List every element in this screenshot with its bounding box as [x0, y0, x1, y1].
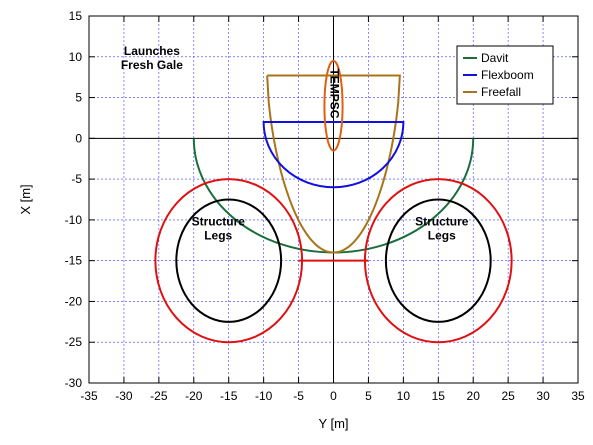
y-tick-label: -25	[65, 335, 83, 349]
data-curves	[154, 59, 513, 344]
y-tick-label: 0	[75, 131, 82, 145]
leg-inner-left	[175, 198, 283, 323]
x-tick-label: -5	[293, 389, 304, 403]
legend-label-davit: Davit	[481, 51, 509, 65]
tick-labels: -35 -30 -25 -20 -15 -10 -5 0 5 10 15 20 25 30 35-30-25…	[65, 9, 585, 403]
annotation-2-line-1: Legs	[428, 229, 456, 243]
x-tick-label: 10	[397, 389, 411, 403]
freefall-curve	[266, 74, 401, 254]
x-tick-label: -15	[220, 389, 238, 403]
legend-label-flexboom: Flexboom	[481, 68, 534, 82]
annotation-tempsc: TEMPSC	[327, 68, 341, 118]
annotation-1-line-0: Structure	[192, 215, 246, 229]
y-tick-label: 10	[69, 50, 83, 64]
x-tick-label: 25	[501, 389, 515, 403]
x-tick-label: 0	[330, 389, 337, 403]
y-tick-label: -10	[65, 213, 83, 227]
x-tick-label: -30	[115, 389, 133, 403]
tempsc-outline	[323, 59, 344, 152]
y-tick-label: 15	[69, 9, 83, 23]
legend: Davit Flexboom Freefall	[456, 45, 554, 105]
y-tick-label: 5	[75, 91, 82, 105]
x-tick-label: -35	[80, 389, 98, 403]
zero-axes	[89, 16, 578, 383]
annotation-0-line-1: Fresh Gale	[121, 58, 183, 72]
x-tick-label: 15	[432, 389, 446, 403]
x-tick-label: 20	[467, 389, 481, 403]
annotation-2-line-0: Structure	[415, 215, 469, 229]
x-tick-label: -10	[255, 389, 273, 403]
y-tick-label: -20	[65, 294, 83, 308]
x-tick-label: 35	[571, 389, 585, 403]
x-tick-label: 5	[365, 389, 372, 403]
x-tick-label: -20	[185, 389, 203, 403]
leg-inner-right	[384, 198, 492, 323]
annotation-0-line-0: Launches	[124, 44, 180, 58]
y-axis-label: X [m]	[18, 184, 33, 214]
x-tick-label: -25	[150, 389, 168, 403]
y-tick-label: -5	[71, 172, 82, 186]
annotation-1-line-1: Legs	[204, 229, 232, 243]
legend-label-freefall: Freefall	[481, 85, 521, 99]
flexboom-curve	[262, 121, 405, 189]
x-axis-label: Y [m]	[318, 416, 348, 431]
y-tick-label: -30	[65, 376, 83, 390]
y-tick-label: -15	[65, 254, 83, 268]
x-tick-label: 30	[536, 389, 550, 403]
